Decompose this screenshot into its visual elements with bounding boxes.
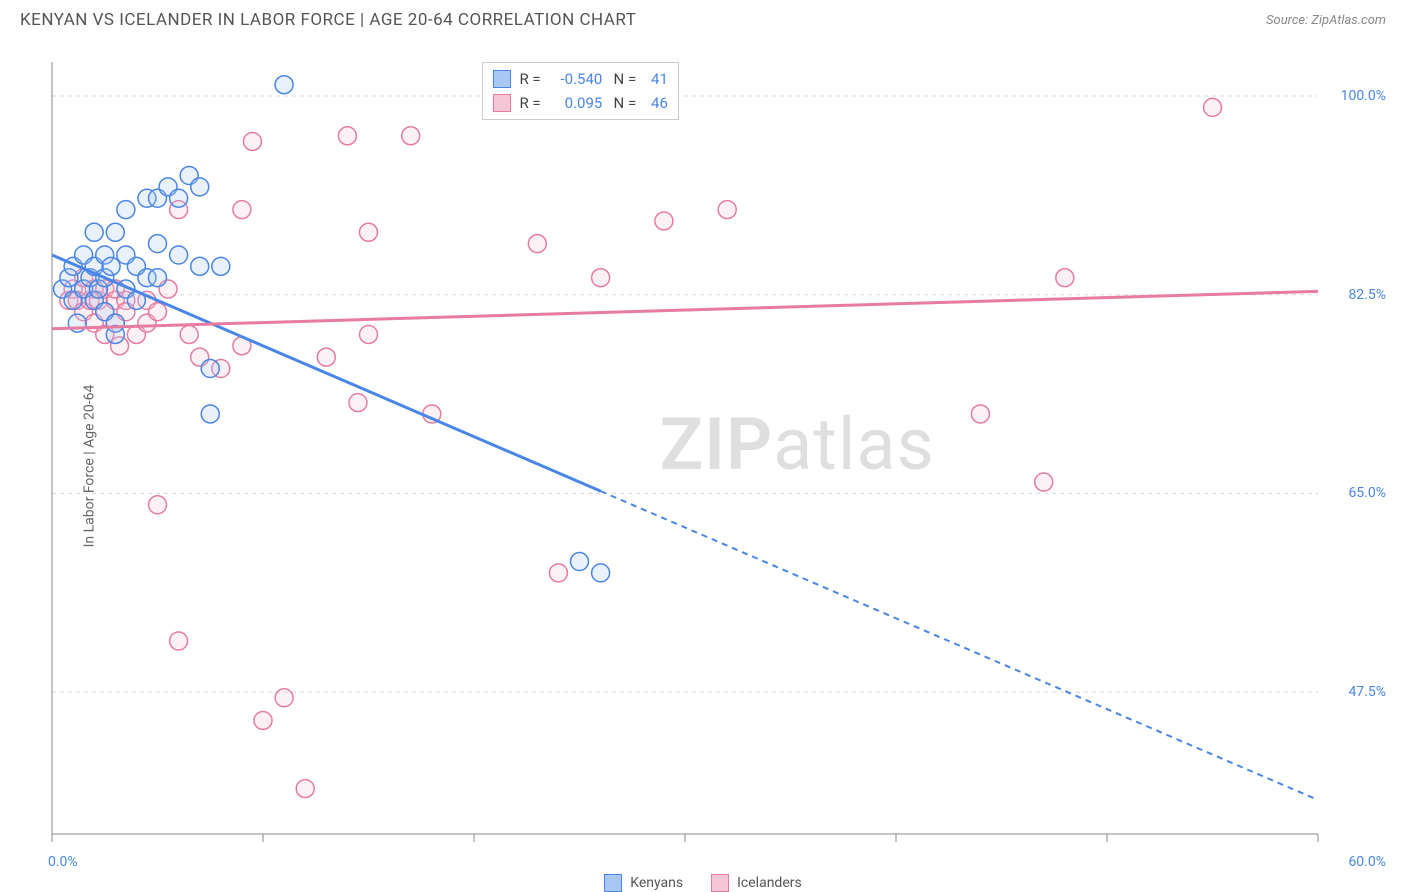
legend-swatch: [493, 70, 511, 88]
legend-stats: R = -0.540 N = 41: [519, 67, 667, 91]
correlation-legend: R = -0.540 N = 41R = 0.095 N = 46: [482, 62, 678, 120]
y-axis-label: In Labor Force | Age 20-64: [81, 385, 97, 548]
chart-container: In Labor Force | Age 20-64 ZIPatlas R = …: [0, 40, 1406, 892]
legend-label: Icelanders: [737, 875, 802, 891]
legend-label: Kenyans: [630, 875, 683, 891]
legend-stats: R = 0.095 N = 46: [519, 91, 667, 115]
legend-swatch: [493, 94, 511, 112]
source-attribution: Source: ZipAtlas.com: [1266, 13, 1386, 28]
scatter-plot: [0, 40, 1406, 892]
legend-box-row: R = -0.540 N = 41: [493, 67, 667, 91]
x-axis-min-label: 0.0%: [48, 854, 78, 870]
y-tick-label: 100.0%: [1341, 88, 1386, 104]
legend-item: Icelanders: [711, 874, 802, 892]
x-axis-max-label: 60.0%: [1348, 854, 1386, 870]
legend-box-row: R = 0.095 N = 46: [493, 91, 667, 115]
y-tick-label: 65.0%: [1348, 485, 1386, 501]
legend-swatch: [711, 874, 729, 892]
legend-swatch: [604, 874, 622, 892]
series-legend: Kenyans Icelanders: [0, 874, 1406, 892]
chart-title: KENYAN VS ICELANDER IN LABOR FORCE | AGE…: [20, 10, 636, 30]
y-tick-label: 82.5%: [1348, 287, 1386, 303]
legend-item: Kenyans: [604, 874, 683, 892]
y-tick-label: 47.5%: [1348, 684, 1386, 700]
